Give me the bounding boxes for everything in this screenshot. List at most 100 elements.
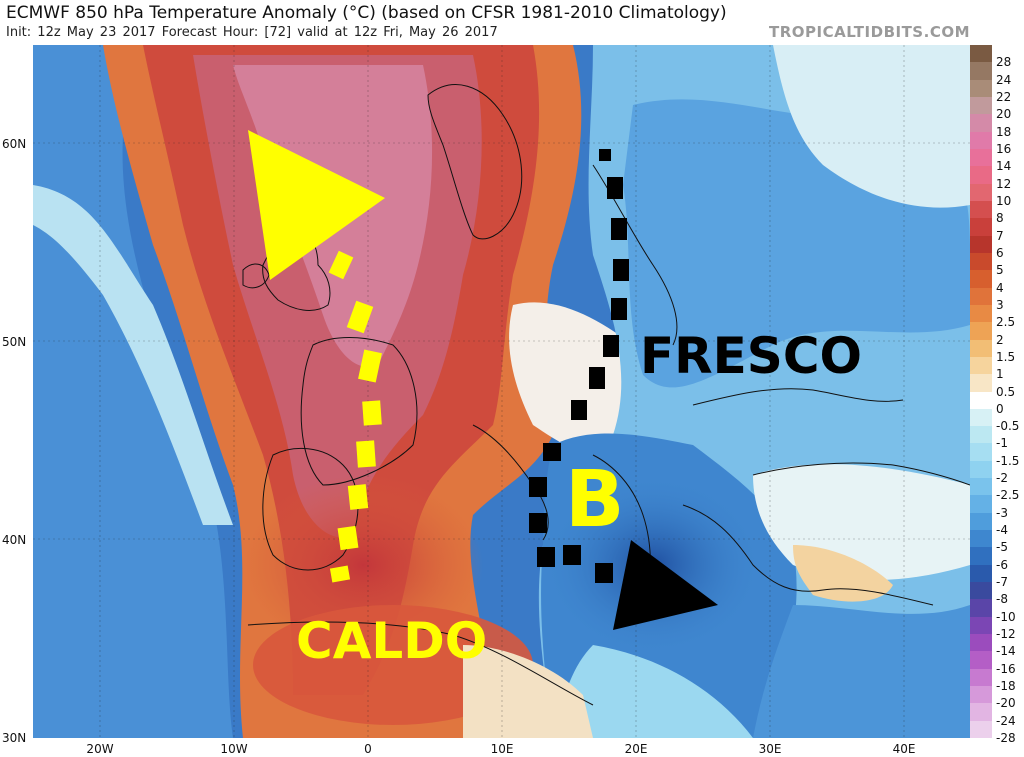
colorbar-tick-label: -16 [996,661,1016,676]
colorbar-tick-label: -24 [996,713,1016,728]
colorbar-segment [970,183,992,202]
colorbar-segment [970,96,992,115]
colorbar-segment [970,564,992,583]
colorbar-tick-label: 8 [996,211,1004,226]
levant-blue [753,605,970,738]
colorbar-tick-label: -0.5 [996,419,1020,434]
colorbar-segment [970,114,992,133]
colorbar-tick-label: 20 [996,107,1012,122]
colorbar-tick-label: 3 [996,297,1004,312]
colorbar-tick-label: 5 [996,263,1004,278]
caldo-label: CALDO [296,612,488,670]
lon-label-40e: 40E [892,742,916,756]
colorbar-segment [970,235,992,254]
low-pressure-label: B [565,455,625,545]
colorbar-tick-label: -1 [996,436,1008,451]
colorbar-segment [970,391,992,410]
colorbar-segment [970,547,992,566]
colorbar-tick-label: -4 [996,523,1008,538]
colorbar-segment [970,686,992,704]
colorbar-segment [970,478,992,496]
colorbar-segment [970,200,992,219]
lat-label-60n: 60N [2,137,27,151]
colorbar-tick-label: 0.5 [996,384,1016,399]
colorbar-tick-label: 10 [996,193,1012,208]
colorbar-segment [970,79,992,98]
colorbar-segment [970,252,992,271]
colorbar-tick-label: 7 [996,228,1004,243]
colorbar-segment [970,270,992,289]
colorbar-tick-label: 0 [996,401,1004,416]
lon-label-30e: 30E [758,742,782,756]
colorbar-segment [970,530,992,548]
warm-arrowhead [248,130,385,280]
lon-label-10w: 10W [220,742,248,756]
colorbar-segment [970,45,992,63]
atlantic-pale-band [33,185,233,525]
colorbar-segment [970,616,992,635]
colorbar-tick-label: 28 [996,55,1012,70]
lat-label-30n: 30N [2,731,27,745]
colorbar-segment [970,703,992,722]
colorbar-tick-label: -3 [996,505,1008,520]
colorbar-segment [970,62,992,81]
colorbar-tick-label: 2 [996,332,1004,347]
colorbar-segment [970,148,992,167]
warm-flow-arrow [248,130,385,583]
colorbar-segment [970,720,992,739]
colorbar-segment [970,374,992,392]
colorbar-tick-label: -28 [996,731,1016,745]
colorbar-tick-label: -18 [996,679,1016,694]
colorbar-tick-label: 1 [996,367,1004,382]
colorbar-tick-label: -8 [996,592,1008,607]
map-title: ECMWF 850 hPa Temperature Anomaly (°C) (… [6,3,727,23]
lon-label-20w: 20W [86,742,114,756]
sahara-pale [463,645,593,738]
colorbar-tick-label: -12 [996,627,1016,642]
colorbar-tick-label: 6 [996,245,1004,260]
colorbar-segment [970,651,992,670]
colorbar-tick-label: -7 [996,575,1008,590]
colorbar-segment [970,443,992,462]
colorbar-tick-label: 2.5 [996,315,1016,330]
cold-arrowhead [613,540,718,630]
colorbar-segment [970,634,992,652]
colorbar-segment [970,408,992,427]
colorbar-segment [970,512,992,531]
colorbar [970,45,992,739]
colorbar-segment [970,668,992,687]
map-subtitle: Init: 12z May 23 2017 Forecast Hour: [72… [6,25,498,40]
lon-label-10e: 10E [490,742,514,756]
colorbar-segment [970,166,992,185]
colorbar-tick-label: 14 [996,159,1012,174]
colorbar-segment [970,304,992,323]
lat-label-50n: 50N [2,335,27,349]
lat-label-40n: 40N [2,533,27,547]
colorbar-tick-label: 24 [996,72,1012,87]
graticule [33,45,970,738]
colorbar-segment [970,582,992,600]
colorbar-tick-label: -14 [996,644,1016,659]
colorbar-segment [970,495,992,514]
colorbar-tick-label: 18 [996,124,1012,139]
colorbar-segment [970,339,992,358]
colorbar-tick-label: -20 [996,696,1016,711]
colorbar-tick-label: -6 [996,557,1008,572]
lon-label-20e: 20E [624,742,648,756]
fresco-label: FRESCO [640,327,863,385]
colorbar-tick-label: -2.5 [996,488,1020,503]
colorbar-tick-label: 4 [996,280,1004,295]
colorbar-segment [970,322,992,340]
colorbar-tick-label: -10 [996,609,1016,624]
colorbar-tick-label: -1.5 [996,453,1020,468]
colorbar-segment [970,218,992,237]
colorbar-segment [970,131,992,150]
colorbar-segment [970,287,992,306]
cold-flow-arrow [529,149,718,630]
egypt-cyan [553,645,753,738]
colorbar-tick-label: 12 [996,176,1012,191]
north-russia-pale [773,45,970,208]
colorbar-tick-label: 22 [996,89,1012,104]
colorbar-tick-label: 1.5 [996,349,1016,364]
colorbar-segment [970,356,992,375]
